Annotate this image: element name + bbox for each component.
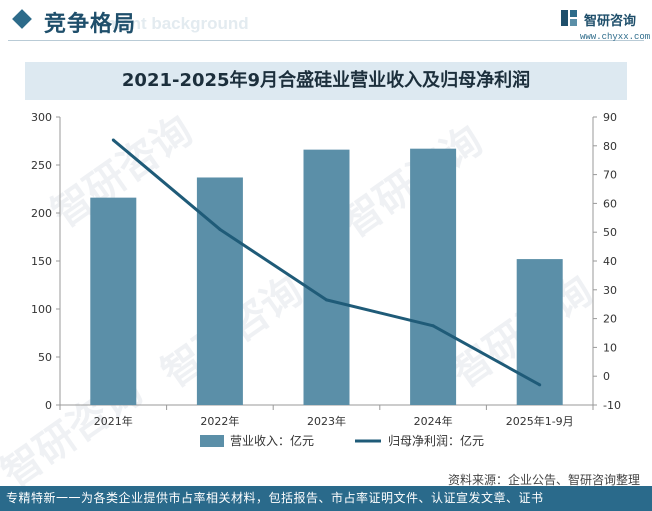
y-right-tick-label: 60 [603, 197, 617, 210]
legend-label-revenue: 营业收入：亿元 [230, 433, 314, 448]
y-left-tick-label: 200 [31, 207, 52, 220]
bar [303, 149, 350, 405]
logo-mark-icon [561, 10, 577, 26]
y-right-tick-label: 30 [603, 284, 617, 297]
y-right-tick-label: 40 [603, 255, 617, 268]
data-source: 资料来源：企业公告、智研咨询整理 [447, 473, 640, 487]
y-left-tick-label: 50 [38, 351, 52, 364]
y-left-tick-label: 300 [31, 111, 52, 124]
y-right-tick-label: 10 [603, 341, 617, 354]
y-left-tick-label: 0 [45, 399, 52, 412]
y-left-tick-label: 250 [31, 159, 52, 172]
logo-brand-name: 智研咨询 [584, 14, 637, 29]
brand-logo: 智研咨询 www.chyxx.com [560, 7, 650, 43]
page-header: ment background 竞争格局 智研咨询 www.chyxx.com [0, 0, 652, 46]
bar [516, 259, 563, 405]
x-tick-label: 2023年 [307, 414, 346, 428]
y-right-tick-label: 70 [603, 169, 617, 182]
line-point [111, 138, 115, 142]
legend-swatch-bar [200, 435, 224, 447]
line-point [538, 383, 542, 387]
bar [196, 177, 243, 405]
header-divider [8, 40, 644, 41]
bar [410, 148, 457, 405]
line-point [218, 227, 222, 231]
logo-website: www.chyxx.com [580, 32, 651, 42]
y-left-tick-label: 150 [31, 255, 52, 268]
y-right-tick-label: 20 [603, 313, 617, 326]
section-title: 竞争格局 [44, 12, 137, 37]
x-tick-label: 2021年 [94, 414, 133, 428]
x-tick-label: 2022年 [200, 414, 239, 428]
y-right-tick-label: 0 [603, 370, 610, 383]
y-right-tick-label: 50 [603, 226, 617, 239]
footer-banner: 专精特新一一为各类企业提供市占率相关材料，包括报告、市占率证明文件、认证宣发文章… [0, 486, 652, 511]
x-tick-label: 2025年1-9月 [506, 414, 574, 428]
legend-label-net-profit: 归母净利润：亿元 [388, 433, 484, 448]
diamond-icon [12, 9, 32, 29]
line-point [431, 324, 435, 328]
y-right-tick-label: 90 [603, 111, 617, 124]
line-point [325, 298, 328, 302]
chart-title: 2021-2025年9月合盛硅业营业收入及归母净利润 [25, 62, 627, 100]
bar [90, 197, 137, 405]
x-tick-label: 2024年 [414, 414, 453, 428]
chart-area: 0 50 100 150 200 250 300 -10 0 10 20 30 40 50 60 70 80 90… [31, 111, 621, 448]
y-right-tick-label: 80 [603, 140, 617, 153]
y-right-tick-label: -10 [603, 399, 621, 412]
y-left-tick-label: 100 [31, 303, 52, 316]
header-background-text: ment background [106, 14, 249, 33]
